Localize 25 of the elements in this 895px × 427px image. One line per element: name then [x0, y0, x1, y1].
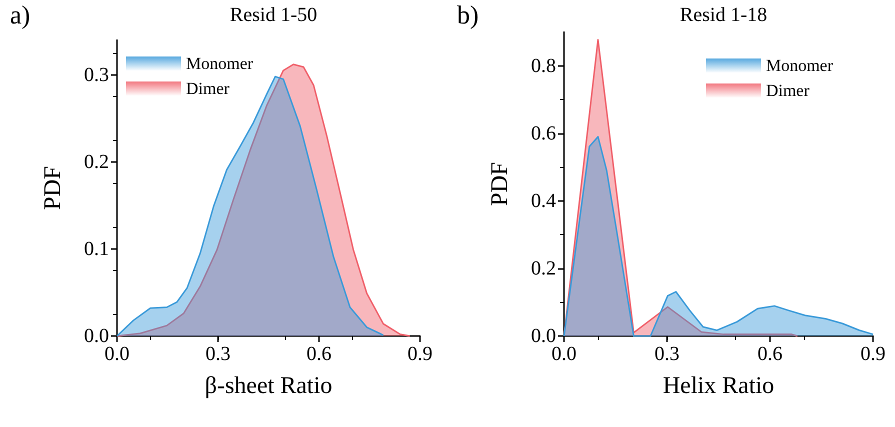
x-tick-label: 0.9 [860, 343, 886, 365]
x-tick-label: 0.6 [758, 343, 782, 365]
legend-label: Monomer [766, 56, 834, 75]
y-tick-label: 0.4 [531, 190, 556, 212]
y-tick-label: 0.1 [84, 238, 109, 260]
y-tick-label: 0.3 [84, 64, 109, 86]
x-tick-label: 0.9 [408, 343, 432, 365]
x-tick-label: 0.3 [654, 343, 680, 365]
y-tick-label: 0.6 [531, 122, 556, 144]
legend-label: Monomer [186, 54, 254, 73]
y-axis-title: PDF [487, 162, 513, 206]
text: b) [457, 0, 479, 30]
legend-label: Dimer [766, 81, 810, 100]
chart-title: Resid 1-18 [680, 4, 768, 26]
y-axis-title: PDF [40, 166, 66, 210]
y-tick-label: 0.2 [531, 257, 556, 280]
legend-label: Dimer [186, 79, 230, 98]
y-tick-label: 0.8 [531, 54, 556, 77]
y-tick-label: 0.2 [84, 150, 109, 173]
x-axis-title: β-sheet Ratio [204, 373, 332, 399]
x-axis-title: Helix Ratio [662, 373, 774, 399]
x-tick-label: 0.6 [306, 343, 332, 365]
text: a) [10, 0, 30, 30]
chart-title: Resid 1-50 [230, 4, 318, 26]
x-tick-label: 0.3 [206, 343, 230, 365]
